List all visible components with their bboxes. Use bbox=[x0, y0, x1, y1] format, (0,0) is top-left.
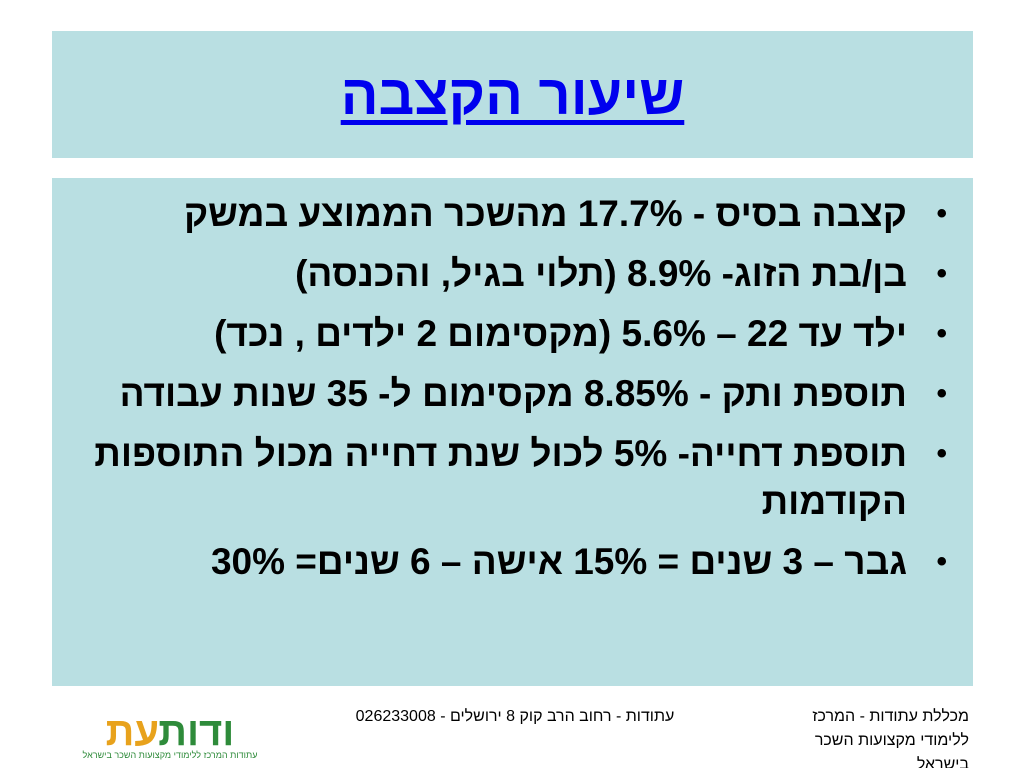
bullet-item: • בן/בת הזוג- 8.9% (תלוי בגיל, והכנסה) bbox=[92, 250, 955, 298]
logo-tagline: עתודות המרכז ללימודי מקצועות השכר בישראל bbox=[82, 750, 258, 760]
bullet-dot-icon: • bbox=[936, 377, 947, 410]
logo: ודותעת עתודות המרכז ללימודי מקצועות השכר… bbox=[55, 712, 285, 760]
bullet-item: • תוספת דחייה- 5% לכול שנת דחייה מכול הת… bbox=[92, 430, 955, 526]
bullet-text: גבר – 3 שנים = 15% אישה – 6 שנים= 30% bbox=[210, 541, 907, 582]
bullet-item: • קצבה בסיס - 17.7% מהשכר הממוצע במשק bbox=[92, 190, 955, 238]
title-box: שיעור הקצבה bbox=[52, 31, 973, 158]
bullet-item: • ילד עד 22 – 5.6% (מקסימום 2 ילדים , נכ… bbox=[92, 310, 955, 358]
logo-part-b: ודות bbox=[159, 710, 235, 754]
bullet-item: • תוספת ותק - 8.85% מקסימום ל- 35 שנות ע… bbox=[92, 370, 955, 418]
bullet-text: תוספת דחייה- 5% לכול שנת דחייה מכול התוס… bbox=[94, 433, 907, 522]
content-box: • קצבה בסיס - 17.7% מהשכר הממוצע במשק • … bbox=[52, 178, 973, 686]
bullet-item: • גבר – 3 שנים = 15% אישה – 6 שנים= 30% bbox=[92, 538, 955, 586]
logo-part-a: עת bbox=[105, 710, 160, 754]
slide-title: שיעור הקצבה bbox=[340, 63, 685, 126]
bullet-text: בן/בת הזוג- 8.9% (תלוי בגיל, והכנסה) bbox=[295, 253, 907, 294]
footer-address: עתודות - רחוב הרב קוק 8 ירושלים - 026233… bbox=[355, 708, 675, 725]
bullet-text: ילד עד 22 – 5.6% (מקסימום 2 ילדים , נכד) bbox=[214, 313, 907, 354]
bullet-dot-icon: • bbox=[936, 317, 947, 350]
footer-college: מכללת עתודות - המרכז ללימודי מקצועות השכ… bbox=[812, 708, 969, 768]
bullet-text: קצבה בסיס - 17.7% מהשכר הממוצע במשק bbox=[183, 193, 907, 234]
logo-wordmark: ודותעת bbox=[55, 712, 285, 752]
bullet-dot-icon: • bbox=[936, 437, 947, 470]
bullet-dot-icon: • bbox=[936, 257, 947, 290]
bullet-list: • קצבה בסיס - 17.7% מהשכר הממוצע במשק • … bbox=[92, 190, 955, 586]
bullet-dot-icon: • bbox=[936, 545, 947, 578]
bullet-text: תוספת ותק - 8.85% מקסימום ל- 35 שנות עבו… bbox=[119, 373, 907, 414]
bullet-dot-icon: • bbox=[936, 197, 947, 230]
